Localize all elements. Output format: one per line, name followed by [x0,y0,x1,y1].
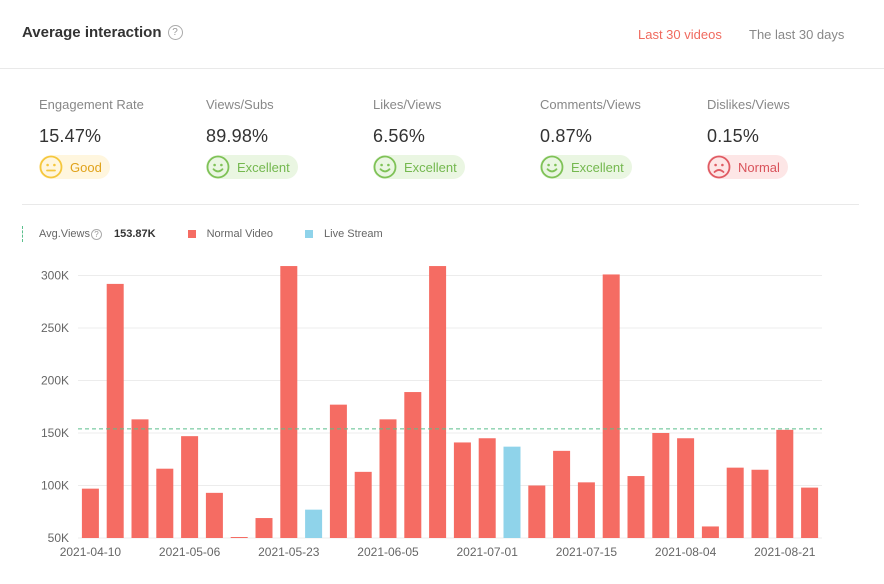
rating-text: Good [70,159,102,175]
normal-video-bar [453,442,471,538]
x-tick-label: 2021-07-15 [556,545,618,559]
sad-face-icon [707,155,731,179]
metric-engagement-rate: Engagement Rate 15.47% Good [39,97,144,184]
normal-video-bar [280,266,298,538]
section-title: Average interaction ? [22,24,183,41]
avg-views-value: 153.87K [113,228,156,240]
metric-label: Views/Subs [206,97,274,112]
rating-badge: Good [39,155,110,179]
metric-label: Dislikes/Views [707,97,790,112]
rating-text: Excellent [237,159,290,175]
normal-video-bar [379,419,397,538]
metric-value: 6.56% [373,126,426,146]
normal-video-bar [181,436,199,538]
normal-video-bar [404,392,422,538]
legend-swatch-normal [187,230,196,238]
rating-badge: Normal [707,155,788,179]
x-tick-label: 2021-08-21 [754,545,816,559]
normal-video-bar [528,485,546,538]
normal-video-bar [801,487,819,538]
y-tick-label: 50K [48,531,69,545]
normal-video-bar [81,488,99,538]
help-icon[interactable]: ? [167,25,183,40]
section-title-text: Average interaction [22,24,162,41]
normal-video-bar [701,526,719,538]
tab-last-30-videos[interactable]: Last 30 videos [638,27,722,42]
legend-live-stream[interactable]: Live Stream [305,228,383,240]
metric-value: 0.87% [540,126,593,146]
chart-legend: Avg.Views ? 153.87K Normal Video Live St… [22,226,415,242]
normal-video-bar [354,471,372,538]
x-tick-label: 2021-07-01 [457,545,519,559]
normal-video-bar [230,537,248,538]
y-tick-label: 300K [41,269,69,283]
neutral-face-icon [39,155,63,179]
y-tick-label: 100K [41,479,69,493]
happy-face-icon [373,155,397,179]
y-tick-label: 250K [41,321,69,335]
rating-text: Excellent [404,159,457,175]
normal-video-bar [677,438,695,538]
normal-video-bar [652,433,670,538]
normal-video-bar [478,438,496,538]
metric-likes-views: Likes/Views 6.56% Excellent [373,97,465,184]
happy-face-icon [540,155,564,179]
rating-text: Excellent [571,159,624,175]
normal-video-bar [106,283,124,538]
bar-chart: 50K 100K 150K 200K 250K 300K 2021-04-10 2021-05… [41,266,822,559]
happy-face-icon [206,155,230,179]
legend-live-label: Live Stream [324,228,383,240]
y-tick-label: 200K [41,374,69,388]
normal-video-bar [627,476,645,538]
metric-comments-views: Comments/Views 0.87% Excellent [540,97,641,184]
normal-video-bar [205,492,223,538]
metric-dislikes-views: Dislikes/Views 0.15% Normal [707,97,790,184]
metric-label: Engagement Rate [39,97,144,112]
avg-views-label: Avg.Views [39,228,90,240]
rating-text: Normal [738,159,780,175]
x-tick-label: 2021-05-06 [159,545,221,559]
normal-video-bar [329,404,347,538]
metric-views-subs: Views/Subs 89.98% Excellent [206,97,298,184]
x-tick-label: 2021-05-23 [258,545,320,559]
normal-video-bar [131,419,149,538]
metric-value: 15.47% [39,126,102,146]
avg-line-marker [22,226,23,242]
normal-video-bar [553,450,571,538]
rating-badge: Excellent [373,155,465,179]
rating-badge: Excellent [206,155,298,179]
legend-normal-video[interactable]: Normal Video [187,228,274,240]
legend-swatch-live [305,230,314,238]
normal-video-bar [751,469,769,538]
normal-video-bar [156,468,174,538]
metric-value: 0.15% [707,126,760,146]
header: Average interaction ? Last 30 videos The… [0,0,884,69]
tab-last-30-days[interactable]: The last 30 days [749,27,845,42]
normal-video-bar [726,467,744,538]
avg-help-icon[interactable]: ? [90,228,102,240]
legend-normal-label: Normal Video [206,228,274,240]
live-stream-bar [503,446,521,538]
x-tick-label: 2021-06-05 [357,545,419,559]
metric-label: Comments/Views [540,97,641,112]
normal-video-bar [255,518,273,538]
normal-video-bar [429,266,447,538]
rating-badge: Excellent [540,155,632,179]
x-tick-label: 2021-08-04 [655,545,717,559]
metric-label: Likes/Views [373,97,442,112]
y-tick-label: 150K [41,426,69,440]
metric-value: 89.98% [206,126,269,146]
x-tick-label: 2021-04-10 [60,545,122,559]
live-stream-bar [305,509,323,538]
normal-video-bar [602,274,620,538]
divider [22,204,859,205]
normal-video-bar [577,482,595,538]
normal-video-bar [776,429,794,538]
